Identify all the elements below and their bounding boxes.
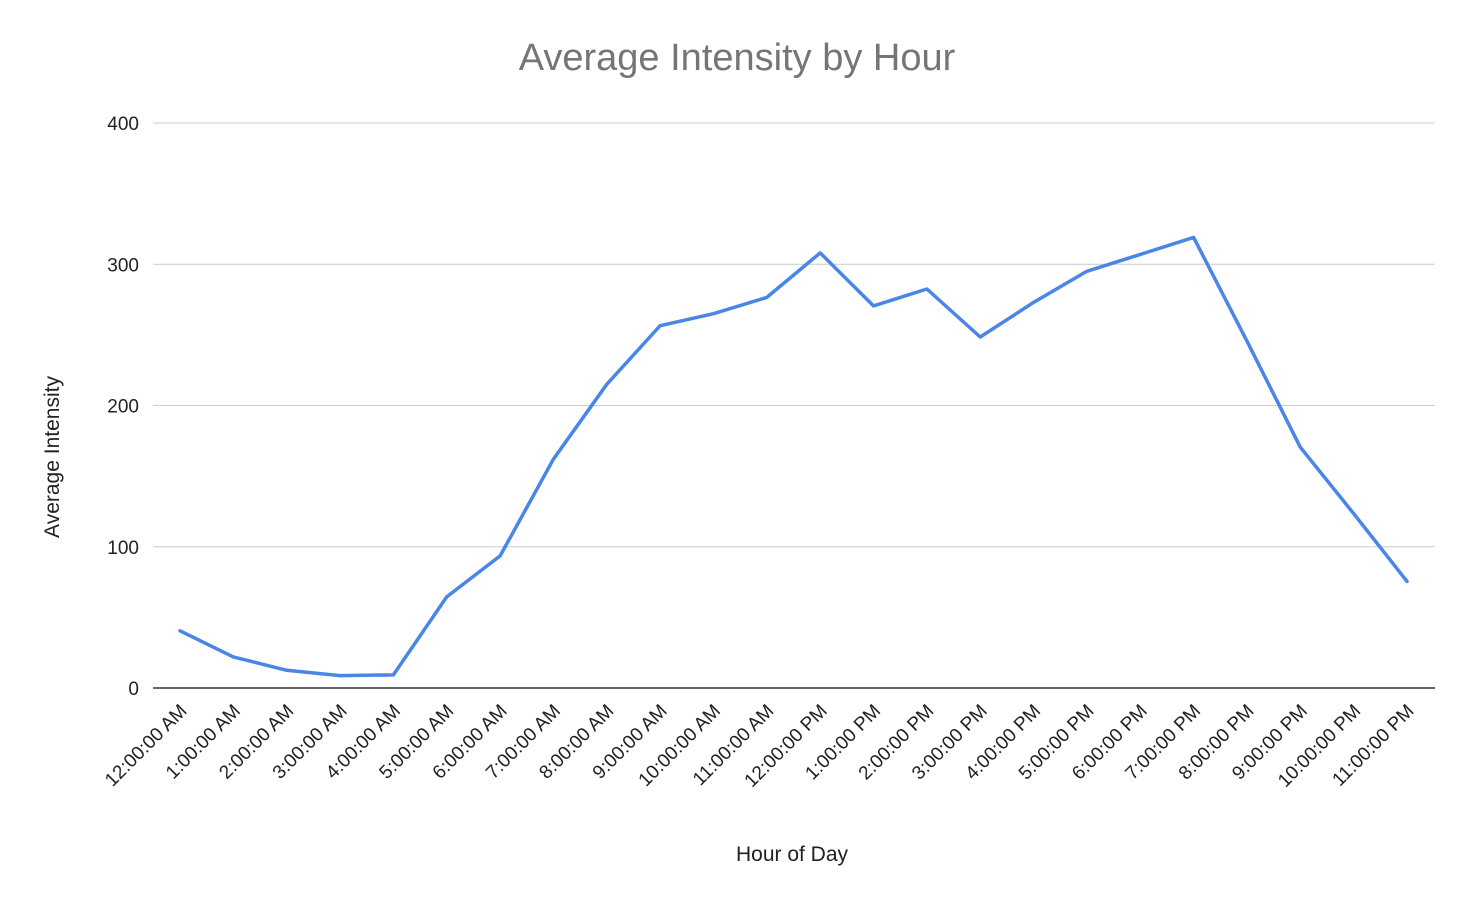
y-axis-title: Average Intensity: [41, 376, 64, 538]
x-axis-ticks: 12:00:00 AM1:00:00 AM2:00:00 AM3:00:00 A…: [101, 701, 1418, 792]
y-tick-label: 400: [107, 114, 139, 135]
series-line: [178, 235, 1409, 678]
chart-title: Average Intensity by Hour: [519, 37, 956, 79]
y-tick-label: 300: [107, 255, 139, 276]
series-layer: [178, 235, 1409, 678]
y-axis-ticks: 0 100 200 300 400: [107, 114, 139, 700]
y-tick-label: 200: [107, 397, 139, 418]
y-tick-label: 100: [107, 538, 139, 559]
gridlines: [153, 122, 1435, 548]
x-axis-title: Hour of Day: [736, 843, 849, 866]
y-tick-label: 0: [128, 679, 139, 700]
